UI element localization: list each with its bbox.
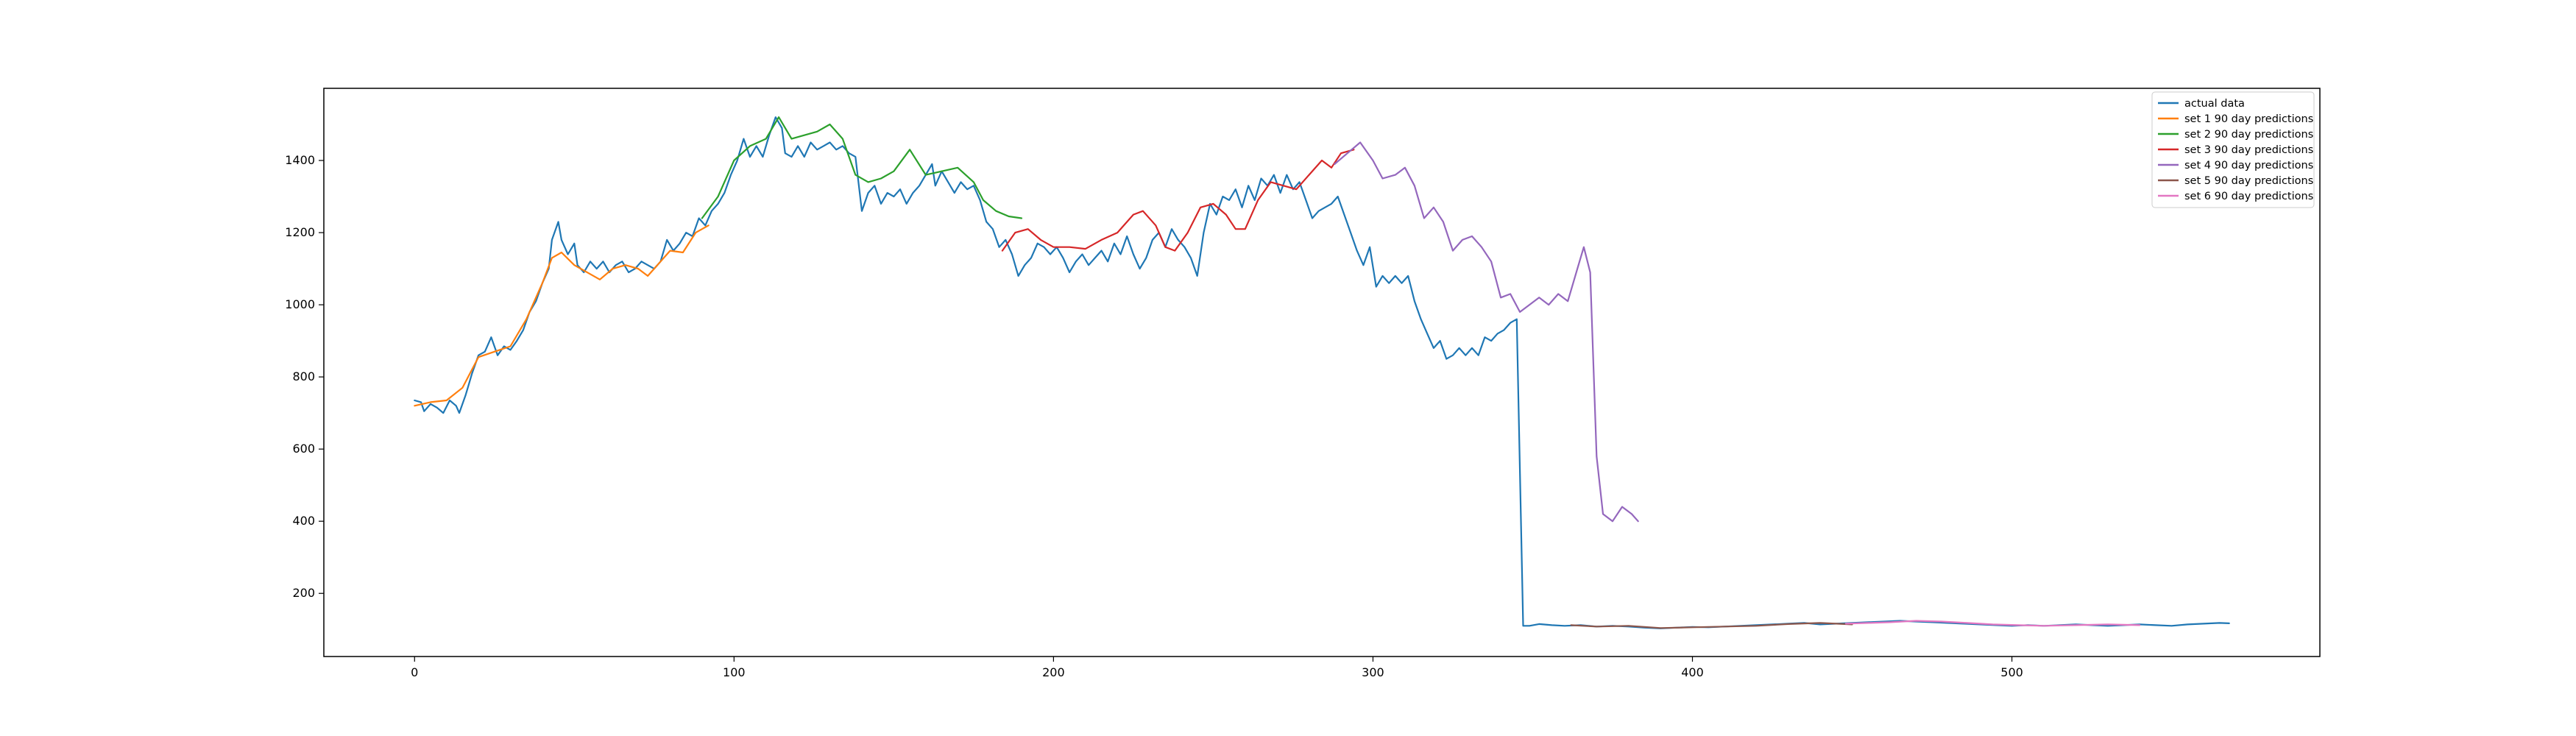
- legend-label-7: set 6 90 day predictions: [2184, 191, 2313, 202]
- legend-label-4: set 3 90 day predictions: [2184, 144, 2313, 156]
- y-tick-label: 1000: [285, 297, 315, 311]
- series-layer: [414, 116, 2230, 629]
- x-tick-label: 300: [1362, 665, 1384, 679]
- x-tick-label: 200: [1042, 665, 1065, 679]
- legend-box: [2151, 91, 2315, 208]
- y-axis-ticks: 200 400 600 800 1000 1200 1400: [285, 153, 324, 600]
- series-line-3: [701, 116, 1023, 219]
- y-tick-label: 1400: [285, 153, 315, 167]
- y-tick-label: 800: [292, 369, 315, 383]
- plot-background: [324, 88, 2320, 657]
- legend-label-3: set 2 90 day predictions: [2184, 129, 2313, 141]
- x-axis-ticks: 0 100 200 300 400 500: [411, 657, 2023, 679]
- series-line-7: [1844, 620, 2141, 627]
- x-tick-label: 400: [1681, 665, 1704, 679]
- x-tick-label: 0: [411, 665, 418, 679]
- legend-label-2: set 1 90 day predictions: [2184, 113, 2313, 125]
- series-line-4: [1001, 149, 1355, 252]
- legend-label-1: actual data: [2184, 98, 2245, 110]
- plot-area: [324, 88, 2320, 657]
- x-tick-label: 100: [723, 665, 746, 679]
- series-line-2: [414, 224, 710, 407]
- y-tick-label: 400: [292, 514, 315, 528]
- x-tick-label: 500: [2000, 665, 2023, 679]
- legend-label-6: set 5 90 day predictions: [2184, 175, 2313, 187]
- y-tick-label: 200: [292, 586, 315, 600]
- axes-layer: [323, 88, 2321, 657]
- series-line-5: [1334, 141, 1639, 523]
- plot-frame: [323, 88, 2321, 657]
- legend: actual data set 1 90 day predictions set 2…: [2151, 91, 2315, 208]
- series-line-6: [1570, 622, 1853, 629]
- legend-label-5: set 4 90 day predictions: [2184, 160, 2313, 171]
- y-tick-label: 600: [292, 442, 315, 456]
- y-tick-label: 1200: [285, 225, 315, 239]
